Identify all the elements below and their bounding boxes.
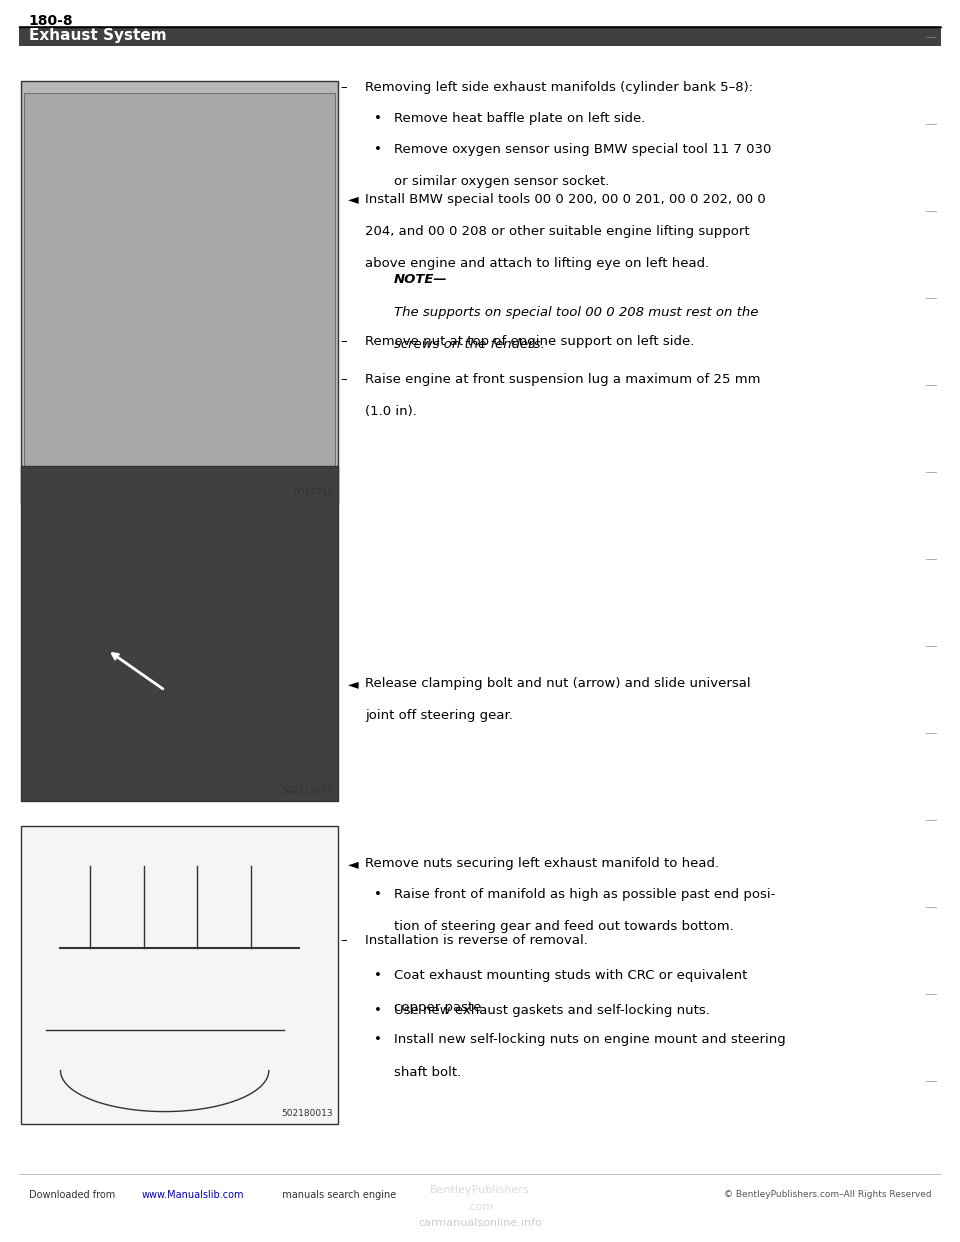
Text: –: – [341, 934, 348, 946]
Text: –: – [341, 81, 348, 93]
Bar [21, 466, 338, 801]
Text: Installation is reverse of removal.: Installation is reverse of removal. [365, 934, 588, 946]
Text: •: • [374, 1004, 382, 1016]
Text: Remove nut at top of engine support on left side.: Remove nut at top of engine support on l… [365, 335, 694, 348]
Text: Install new self-locking nuts on engine mount and steering: Install new self-locking nuts on engine … [394, 1033, 785, 1046]
Text: •: • [374, 112, 382, 124]
Text: (1.0 in).: (1.0 in). [365, 405, 417, 417]
Text: BentleyPublishers: BentleyPublishers [430, 1185, 530, 1195]
Text: Remove nuts securing left exhaust manifold to head.: Remove nuts securing left exhaust manifo… [365, 857, 719, 869]
Bar [21, 81, 338, 503]
Bar [24, 93, 335, 491]
Text: NOTE—: NOTE— [394, 273, 447, 286]
Text: Remove heat baffle plate on left side.: Remove heat baffle plate on left side. [394, 112, 645, 124]
Text: 204, and 00 0 208 or other suitable engine lifting support: 204, and 00 0 208 or other suitable engi… [365, 225, 750, 237]
Text: Release clamping bolt and nut (arrow) and slide universal: Release clamping bolt and nut (arrow) an… [365, 677, 751, 689]
Bar [19, 26, 941, 46]
Text: The supports on special tool 00 0 208 must rest on the: The supports on special tool 00 0 208 mu… [394, 306, 758, 318]
Bar [21, 826, 338, 1124]
Text: Raise engine at front suspension lug a maximum of 25 mm: Raise engine at front suspension lug a m… [365, 373, 760, 385]
Text: Remove oxygen sensor using BMW special tool 11 7 030: Remove oxygen sensor using BMW special t… [394, 143, 771, 155]
Text: 502180013: 502180013 [281, 1109, 333, 1118]
Text: carmanualsonline.info: carmanualsonline.info [418, 1218, 542, 1228]
Text: tion of steering gear and feed out towards bottom.: tion of steering gear and feed out towar… [394, 920, 733, 933]
Text: ◄: ◄ [348, 677, 358, 691]
Text: Coat exhaust mounting studs with CRC or equivalent: Coat exhaust mounting studs with CRC or … [394, 969, 747, 981]
Text: above engine and attach to lifting eye on left head.: above engine and attach to lifting eye o… [365, 257, 709, 270]
Text: Downloaded from: Downloaded from [29, 1190, 118, 1200]
Text: 502117070: 502117070 [281, 786, 333, 795]
Text: screws on the fenders.: screws on the fenders. [394, 338, 544, 350]
Text: www.Manualslib.com: www.Manualslib.com [142, 1190, 245, 1200]
Text: or similar oxygen sensor socket.: or similar oxygen sensor socket. [394, 175, 609, 188]
Text: Install BMW special tools 00 0 200, 00 0 201, 00 0 202, 00 0: Install BMW special tools 00 0 200, 00 0… [365, 193, 765, 205]
Text: copper paste.: copper paste. [394, 1001, 485, 1013]
Text: joint off steering gear.: joint off steering gear. [365, 709, 513, 722]
Text: .com: .com [467, 1202, 493, 1212]
Text: Exhaust System: Exhaust System [29, 27, 166, 43]
Text: –: – [341, 373, 348, 385]
Text: ◄: ◄ [348, 857, 358, 871]
Text: Use new exhaust gaskets and self-locking nuts.: Use new exhaust gaskets and self-locking… [394, 1004, 709, 1016]
Text: 180-8: 180-8 [29, 14, 73, 29]
Text: •: • [374, 888, 382, 900]
Text: manuals search engine: manuals search engine [276, 1190, 396, 1200]
Text: •: • [374, 1033, 382, 1046]
Text: 0012716: 0012716 [293, 488, 333, 497]
Text: –: – [341, 335, 348, 348]
Text: ◄: ◄ [348, 193, 358, 206]
Text: Removing left side exhaust manifolds (cylinder bank 5–8):: Removing left side exhaust manifolds (cy… [365, 81, 753, 93]
Text: Raise front of manifold as high as possible past end posi-: Raise front of manifold as high as possi… [394, 888, 775, 900]
Text: •: • [374, 969, 382, 981]
Text: © BentleyPublishers.com–All Rights Reserved: © BentleyPublishers.com–All Rights Reser… [724, 1190, 931, 1200]
Text: shaft bolt.: shaft bolt. [394, 1066, 461, 1078]
Text: •: • [374, 143, 382, 155]
